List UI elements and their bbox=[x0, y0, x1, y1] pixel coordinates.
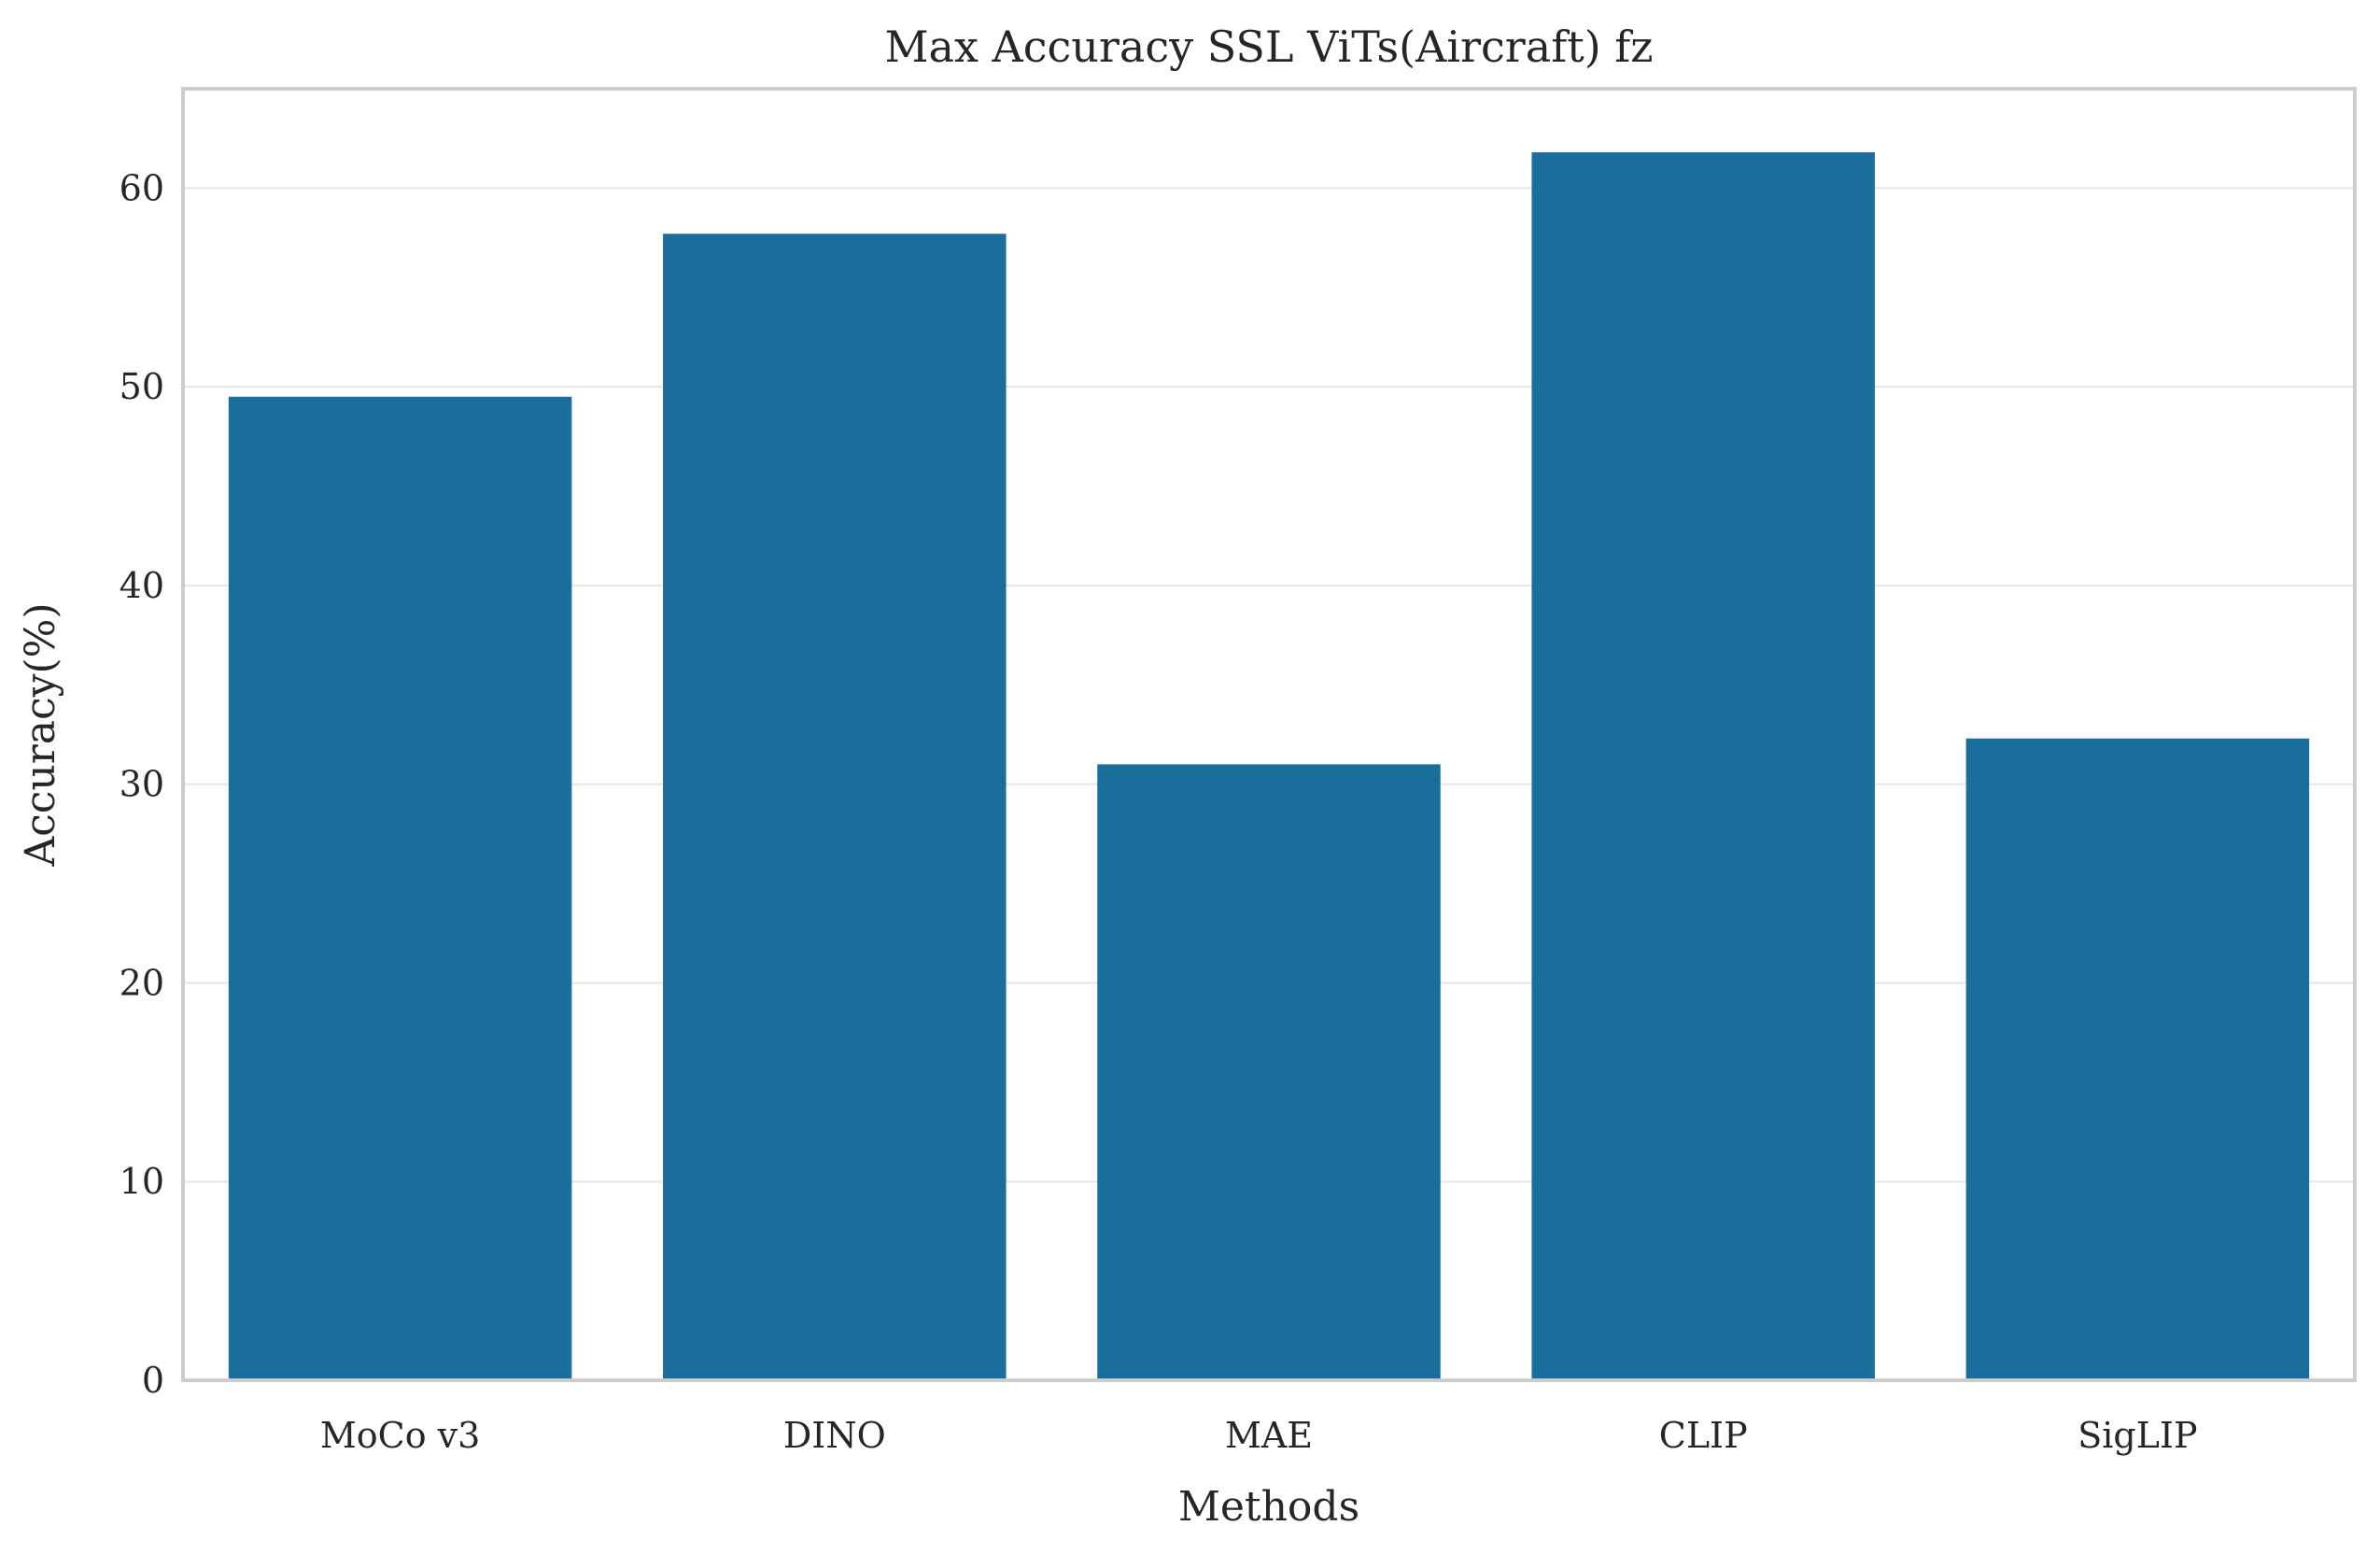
bar-mae bbox=[1097, 764, 1441, 1380]
y-axis-title: Accuracy(%) bbox=[17, 602, 64, 867]
y-tick-label: 60 bbox=[120, 167, 164, 208]
y-tick-label: 50 bbox=[120, 366, 164, 407]
x-tick-label: SigLIP bbox=[2077, 1415, 2197, 1456]
y-axis-ticks: 0 10 20 30 40 50 60 bbox=[120, 167, 164, 1401]
x-tick-label: MAE bbox=[1225, 1415, 1313, 1456]
y-tick-label: 0 bbox=[142, 1360, 164, 1401]
y-tick-label: 20 bbox=[120, 962, 164, 1003]
x-tick-label: CLIP bbox=[1659, 1415, 1748, 1456]
chart-title: Max Accuracy SSL ViTs(Aircraft) fz bbox=[884, 21, 1653, 72]
x-axis-ticks: MoCo v3 DINO MAE CLIP SigLIP bbox=[320, 1415, 2198, 1456]
x-axis-title: Methods bbox=[1178, 1483, 1359, 1531]
y-tick-label: 30 bbox=[120, 764, 164, 805]
bar-siglip bbox=[1965, 738, 2310, 1380]
bar-clip bbox=[1531, 152, 1875, 1380]
y-tick-label: 40 bbox=[120, 565, 164, 606]
bars bbox=[228, 152, 2310, 1381]
y-tick-label: 10 bbox=[120, 1161, 164, 1202]
bar-moco-v3 bbox=[228, 396, 572, 1381]
bar-dino bbox=[663, 233, 1007, 1380]
x-tick-label: MoCo v3 bbox=[320, 1415, 480, 1456]
plot-frame bbox=[181, 87, 2357, 1382]
x-tick-label: DINO bbox=[783, 1415, 886, 1456]
